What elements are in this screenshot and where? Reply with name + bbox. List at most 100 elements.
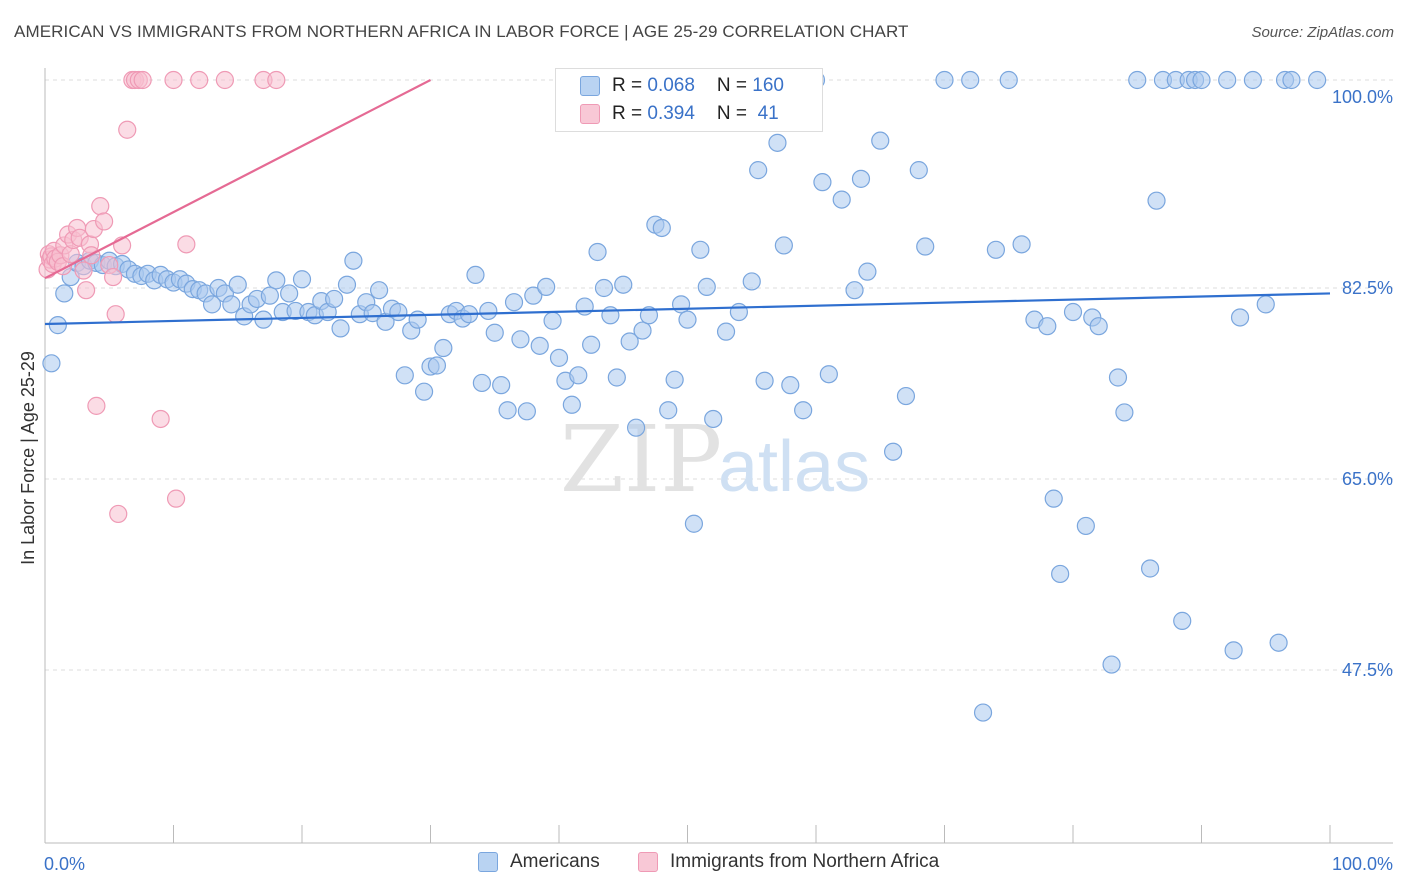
chart-title: AMERICAN VS IMMIGRANTS FROM NORTHERN AFR… [14, 22, 909, 41]
americans-point [671, 295, 691, 314]
americans-point [1282, 70, 1301, 90]
americans-point [813, 173, 832, 192]
americans-point [427, 356, 447, 375]
bottom-legend: Americans Immigrants from Northern Afric… [0, 851, 1406, 879]
immigrants-point [87, 396, 106, 415]
americans-point [582, 335, 601, 354]
americans-point [1147, 191, 1166, 210]
americans-point [1038, 317, 1057, 336]
americans-point [614, 275, 633, 294]
americans-point [845, 281, 864, 300]
americans-point [524, 286, 543, 305]
stats-row-americans: R = 0.068 N = 160 [580, 75, 784, 97]
immigrants-point [109, 504, 128, 524]
americans-point [1076, 516, 1095, 536]
americans-point [325, 289, 344, 309]
americans-point [986, 240, 1006, 259]
y-tick-label: 82.5% [1342, 278, 1393, 298]
americans-point [549, 348, 569, 367]
americans-point [749, 161, 768, 180]
y-tick-labels: 100.0% 82.5% 65.0% 47.5% [1332, 87, 1393, 680]
americans-point [607, 368, 626, 387]
americans-point [851, 169, 871, 188]
immigrants-trend-line [44, 79, 432, 280]
legend-label-americans: Americans [510, 851, 600, 872]
americans-point [55, 284, 74, 303]
americans-point [896, 386, 916, 406]
x-tick-label: 100.0% [1332, 854, 1393, 874]
americans-point [588, 242, 607, 262]
americans-point [202, 295, 222, 314]
y-tick-label: 100.0% [1332, 87, 1393, 107]
americans-point [871, 131, 890, 150]
americans-point [961, 70, 980, 90]
americans-point [1089, 317, 1108, 336]
americans-point [337, 275, 357, 294]
immigrants-point [95, 212, 114, 231]
americans-point [794, 401, 813, 420]
americans-point [1308, 70, 1327, 90]
americans-point [492, 376, 511, 395]
americans-point [222, 295, 241, 314]
americans-point [498, 401, 517, 420]
y-axis-label: In Labor Force | Age 25-29 [18, 351, 38, 565]
immigrants-point [118, 120, 137, 139]
americans-point [1173, 611, 1192, 630]
americans-point [466, 265, 485, 285]
americans-point [916, 237, 935, 256]
americans-point [768, 133, 787, 152]
americans-point [1218, 70, 1237, 90]
americans-point [1192, 70, 1211, 90]
americans-point [331, 319, 350, 338]
x-tick-label: 0.0% [44, 854, 85, 874]
americans-point [280, 284, 299, 303]
gridlines [45, 79, 1393, 671]
n-label: N = [716, 103, 753, 124]
legend-item-americans[interactable]: Americans [478, 851, 600, 873]
n-value: 41 [752, 103, 779, 124]
americans-point [781, 376, 800, 395]
americans-point [1230, 308, 1250, 327]
americans-point [858, 262, 877, 281]
americans-point [434, 338, 453, 358]
americans-point [626, 418, 646, 437]
americans-point [472, 373, 491, 393]
americans-point [1044, 489, 1063, 508]
americans-point [1102, 655, 1121, 674]
americans-point [1051, 564, 1070, 584]
stats-legend: R = 0.068 N = 160 R = 0.394 N = 41 [555, 68, 823, 132]
immigrants-point [190, 70, 209, 90]
americans-point [228, 275, 247, 294]
americans-point [594, 278, 614, 298]
americans-point [1256, 295, 1275, 314]
americans-point [742, 272, 761, 291]
americans-point [569, 366, 588, 385]
americans-point [659, 401, 678, 420]
y-tick-label: 65.0% [1342, 469, 1393, 489]
americans-point [530, 336, 549, 355]
americans-point [1243, 70, 1263, 90]
americans-point [652, 218, 671, 238]
americans-point [267, 271, 286, 290]
americans-point [691, 240, 710, 259]
americans-point [999, 70, 1018, 90]
legend-item-immigrants[interactable]: Immigrants from Northern Africa [638, 851, 939, 873]
stats-row-immigrants: R = 0.394 N = 41 [580, 103, 779, 125]
americans-point [260, 286, 279, 305]
americans-point [1012, 235, 1031, 254]
immigrants-point [215, 70, 234, 90]
immigrants-point [177, 235, 196, 254]
legend-label-immigrants: Immigrants from Northern Africa [670, 851, 940, 872]
r-label: R = [612, 103, 648, 124]
americans-point [575, 297, 594, 316]
americans-point [755, 371, 774, 390]
americans-point [292, 270, 312, 289]
americans-point [479, 301, 498, 321]
americans-point [395, 366, 414, 385]
americans-point [665, 370, 684, 389]
immigrants-point [133, 70, 152, 90]
americans-point [1128, 70, 1147, 90]
americans-point [414, 382, 434, 401]
americans-point [543, 311, 562, 330]
americans-point [633, 321, 652, 340]
